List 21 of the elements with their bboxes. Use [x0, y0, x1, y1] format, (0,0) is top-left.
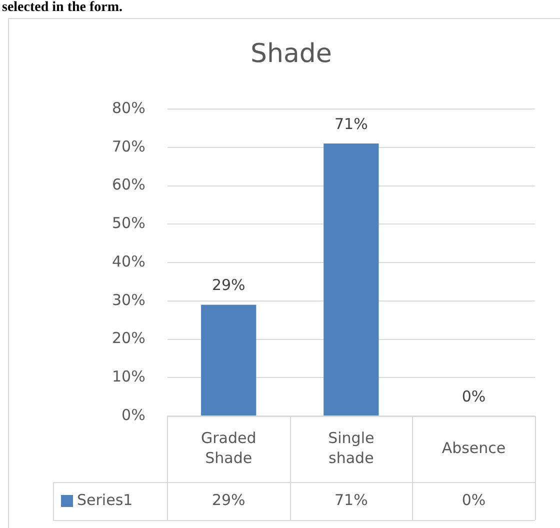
text: 29%: [212, 276, 246, 294]
data-label: 29%: [212, 490, 246, 509]
y-tick-label: 0%: [122, 406, 146, 424]
y-tick-label: 20%: [112, 329, 146, 348]
text: selected in the form.: [2, 0, 123, 16]
chart-title: Shade: [250, 38, 332, 69]
x-tick-label: Single shade: [328, 428, 374, 467]
y-tick-label: 70%: [112, 137, 146, 156]
y-tick-label: 80%: [112, 98, 146, 117]
y-tick-label: 10%: [112, 368, 146, 386]
y-tick-label: 40%: [112, 252, 146, 270]
y-tick-label: 30%: [112, 290, 146, 309]
x-tick-label: Graded Shade: [200, 428, 256, 467]
y-tick-label: 50%: [112, 214, 146, 232]
legend-label: Series1: [77, 490, 133, 509]
x-tick-label: Absence: [442, 438, 506, 457]
text: 0%: [462, 387, 486, 406]
y-tick-label: 60%: [112, 176, 146, 194]
data-label: 0%: [462, 490, 486, 509]
data-label: 71%: [334, 490, 368, 509]
text: 71%: [334, 114, 368, 133]
